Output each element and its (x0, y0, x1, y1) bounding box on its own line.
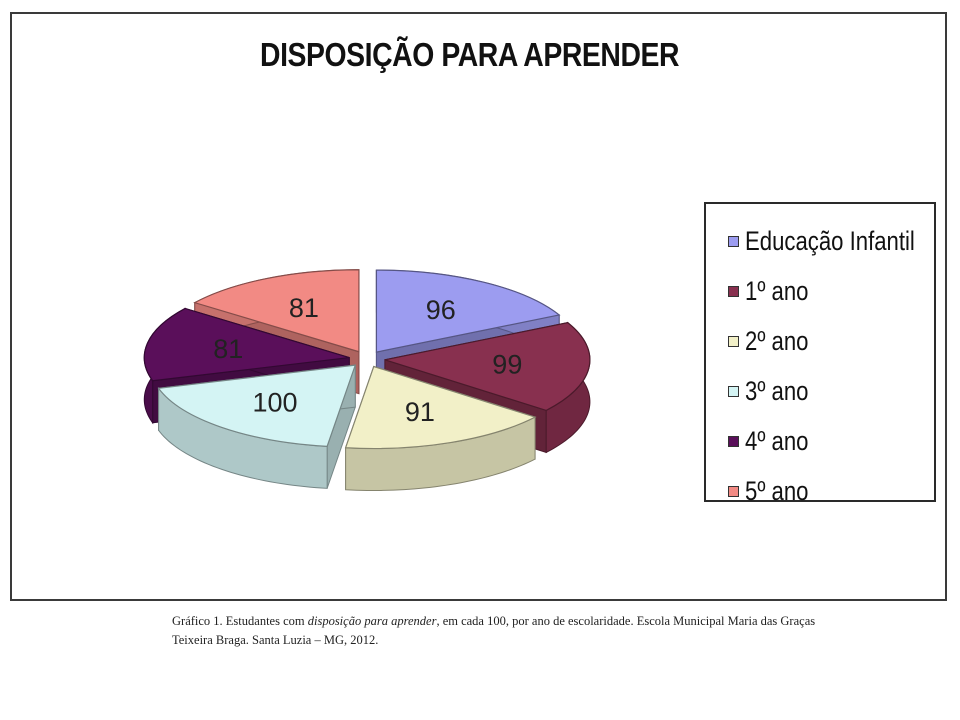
slice-top (375, 269, 561, 353)
slice-top (384, 322, 591, 412)
pie-slice (344, 365, 537, 492)
legend-swatch (728, 385, 739, 397)
slice-top (157, 364, 357, 447)
chart-area: DISPOSIÇÃO PARA APRENDER 96 99 91 100 81 81 E… (10, 12, 947, 601)
legend-swatch (728, 485, 739, 497)
caption-prefix: Gráfico 1. Estudantes com (172, 614, 308, 628)
pie-chart: 96 99 91 100 81 81 (143, 269, 591, 492)
caption-suffix: , em cada 100, por ano de escolaridade. … (172, 614, 816, 647)
legend-item: 1º ano (728, 266, 934, 316)
legend-label: 5º ano (745, 475, 809, 506)
data-label: 81 (289, 293, 319, 323)
legend-label: 4º ano (745, 425, 809, 456)
legend: Educação Infantil 1º ano 2º ano 3º ano 4… (704, 202, 936, 506)
data-label: 100 (252, 387, 297, 417)
caption-emphasis: disposição para aprender (307, 614, 437, 628)
data-label: 96 (426, 295, 456, 325)
slice-top (344, 365, 537, 450)
slice-top (143, 307, 350, 382)
legend-item: 2º ano (728, 316, 934, 366)
data-label: 91 (405, 397, 435, 427)
legend-swatch (728, 335, 739, 347)
legend-swatch (728, 435, 739, 447)
legend-item: Educação Infantil (728, 216, 934, 266)
legend-label: Educação Infantil (745, 225, 915, 256)
legend-label: 3º ano (745, 375, 809, 406)
legend-item: 5º ano (728, 466, 934, 516)
chart-title: DISPOSIÇÃO PARA APRENDER (260, 36, 680, 73)
data-label: 99 (492, 350, 522, 380)
legend-swatch (728, 235, 739, 247)
legend-swatch (728, 285, 739, 297)
legend-item: 3º ano (728, 366, 934, 416)
legend-label: 1º ano (745, 275, 809, 306)
legend-item: 4º ano (728, 416, 934, 466)
figure-caption: Gráfico 1. Estudantes com disposição par… (172, 612, 852, 650)
slice-top (193, 269, 360, 353)
pie-slice (157, 364, 357, 489)
legend-label: 2º ano (745, 325, 809, 356)
data-label: 81 (213, 334, 243, 364)
